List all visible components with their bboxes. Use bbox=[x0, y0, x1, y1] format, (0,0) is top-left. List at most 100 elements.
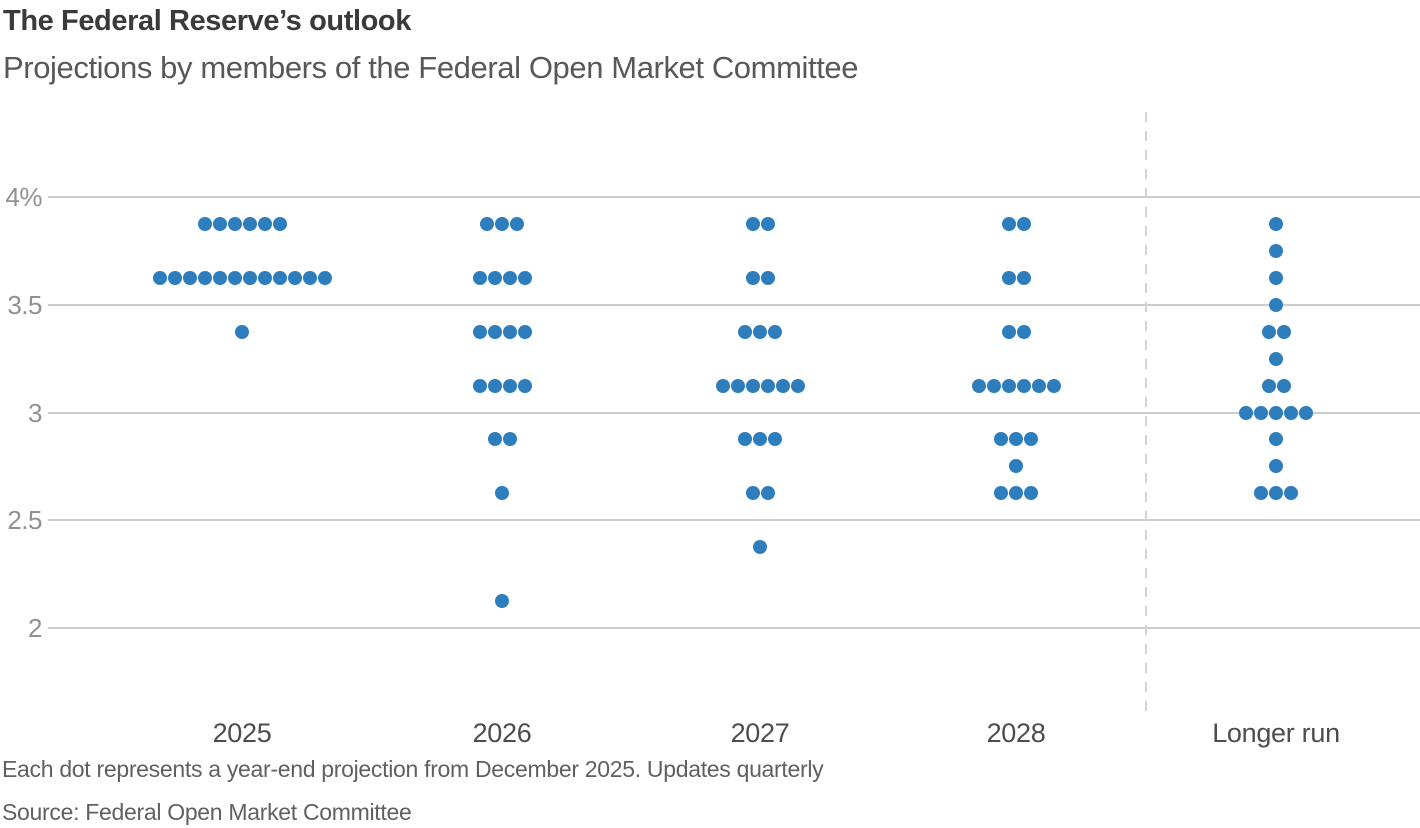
projection-dot bbox=[768, 432, 782, 447]
y-axis-tick-label: 2.5 bbox=[7, 505, 42, 536]
projection-dot bbox=[227, 270, 242, 285]
projection-dot bbox=[1239, 405, 1253, 420]
projection-dot bbox=[1001, 216, 1016, 231]
projection-dot bbox=[753, 540, 767, 555]
projection-dot bbox=[790, 378, 805, 393]
projection-dot bbox=[487, 432, 502, 447]
projection-dot bbox=[994, 486, 1008, 501]
projection-dot bbox=[745, 216, 760, 231]
projection-dot bbox=[745, 378, 760, 393]
projection-dot bbox=[1024, 432, 1038, 447]
projection-dot bbox=[502, 270, 517, 285]
projection-dot bbox=[715, 378, 730, 393]
projection-dot bbox=[971, 378, 986, 393]
projection-dot bbox=[302, 270, 317, 285]
projection-dot bbox=[472, 378, 487, 393]
projection-dot bbox=[242, 216, 257, 231]
gridline bbox=[48, 627, 1420, 629]
projection-dot bbox=[502, 378, 517, 393]
projection-dot bbox=[182, 270, 197, 285]
y-axis-tick-label: 2 bbox=[28, 613, 42, 643]
projection-dot bbox=[1269, 486, 1283, 501]
projection-dot bbox=[1299, 405, 1313, 420]
projection-dot bbox=[495, 486, 509, 501]
projection-dot bbox=[1269, 270, 1283, 285]
projection-dot bbox=[495, 216, 509, 231]
projection-dot bbox=[775, 378, 790, 393]
projection-dot bbox=[510, 216, 524, 231]
projection-dot bbox=[487, 324, 502, 339]
projection-dot bbox=[272, 270, 287, 285]
projection-dot bbox=[1031, 378, 1046, 393]
projection-dot bbox=[1269, 297, 1283, 312]
projection-dot bbox=[517, 324, 532, 339]
projection-dot bbox=[197, 216, 212, 231]
projection-dot bbox=[502, 324, 517, 339]
y-axis-tick-label: 4% bbox=[5, 182, 42, 212]
projection-dot bbox=[167, 270, 182, 285]
projection-dot bbox=[472, 324, 487, 339]
projection-dot bbox=[738, 432, 752, 447]
projection-dot bbox=[1016, 324, 1031, 339]
projection-dot bbox=[152, 270, 167, 285]
chart-source: Source: Federal Open Market Committee bbox=[2, 799, 412, 825]
projection-dot bbox=[753, 324, 767, 339]
projection-dot bbox=[1269, 405, 1283, 420]
projection-dot bbox=[760, 216, 775, 231]
projection-dot bbox=[502, 432, 517, 447]
gridline bbox=[48, 519, 1420, 522]
gridline bbox=[48, 411, 1420, 414]
projection-dot bbox=[1009, 459, 1023, 474]
projection-dot bbox=[1269, 432, 1283, 447]
projection-dot bbox=[1001, 324, 1016, 339]
projection-dot bbox=[768, 324, 782, 339]
longer-run-separator-line bbox=[1145, 112, 1147, 715]
projection-dot bbox=[760, 486, 775, 501]
projection-dot bbox=[272, 216, 287, 231]
projection-dot bbox=[287, 270, 302, 285]
projection-dot bbox=[1016, 378, 1031, 393]
x-axis-label: Longer run bbox=[1212, 718, 1340, 748]
chart-footnote: Each dot represents a year-end projectio… bbox=[2, 756, 824, 782]
projection-dot bbox=[480, 216, 494, 231]
projection-dot bbox=[1016, 216, 1031, 231]
projection-dot bbox=[745, 270, 760, 285]
projection-dot bbox=[197, 270, 212, 285]
projection-dot bbox=[242, 270, 257, 285]
projection-dot bbox=[317, 270, 332, 285]
projection-dot bbox=[517, 270, 532, 285]
projection-dot bbox=[212, 216, 227, 231]
projection-dot bbox=[1254, 486, 1268, 501]
projection-dot bbox=[487, 270, 502, 285]
x-axis-label: 2026 bbox=[472, 718, 532, 748]
projection-dot bbox=[1261, 324, 1276, 339]
projection-dot bbox=[745, 486, 760, 501]
projection-dot bbox=[738, 324, 752, 339]
projection-dot bbox=[760, 270, 775, 285]
chart-title: The Federal Reserve’s outlook bbox=[3, 5, 411, 37]
projection-dot bbox=[753, 432, 767, 447]
projection-dot bbox=[1269, 243, 1283, 258]
projection-dot bbox=[1016, 270, 1031, 285]
projection-dot bbox=[1269, 216, 1283, 231]
gridline bbox=[48, 196, 1420, 198]
projection-dot bbox=[257, 270, 272, 285]
projection-dot bbox=[760, 378, 775, 393]
projection-dot bbox=[1269, 351, 1283, 366]
projection-dot bbox=[1024, 486, 1038, 501]
projection-dot bbox=[1046, 378, 1061, 393]
projection-dot bbox=[227, 216, 242, 231]
y-axis-tick-label: 3.5 bbox=[7, 289, 42, 320]
projection-dot bbox=[487, 378, 502, 393]
projection-dot bbox=[1001, 378, 1016, 393]
gridline bbox=[48, 303, 1420, 306]
chart-subtitle: Projections by members of the Federal Op… bbox=[3, 50, 859, 85]
x-axis-label: 2028 bbox=[986, 718, 1046, 748]
projection-dot bbox=[730, 378, 745, 393]
projection-dot bbox=[994, 432, 1008, 447]
projection-dot bbox=[212, 270, 227, 285]
projection-dot bbox=[472, 270, 487, 285]
projection-dot bbox=[1261, 378, 1276, 393]
